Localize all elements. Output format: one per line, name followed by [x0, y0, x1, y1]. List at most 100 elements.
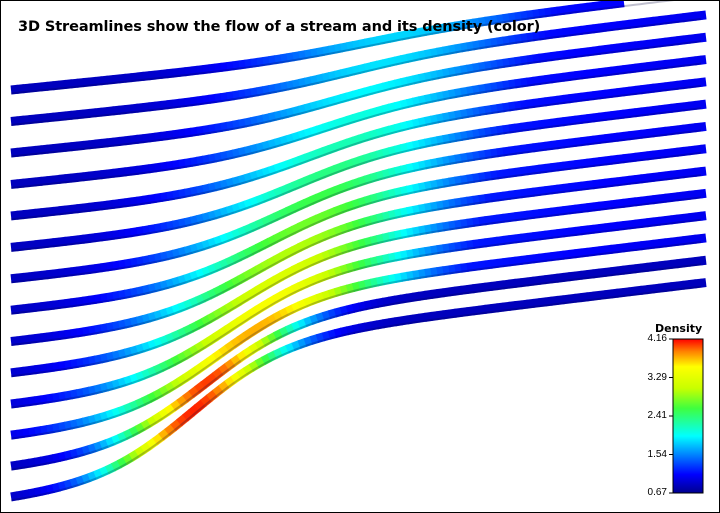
streamline-segment [424, 115, 433, 126]
streamline-segment [520, 55, 529, 66]
streamline-segment [34, 113, 43, 124]
streamline-segment [478, 238, 487, 249]
streamline-segment [369, 193, 380, 204]
streamline-segment [640, 39, 649, 50]
streamline-segment [454, 175, 463, 186]
streamline-segment [676, 80, 685, 90]
streamline-segment [46, 331, 55, 342]
streamline-segment [532, 98, 541, 108]
streamline-segment [369, 235, 380, 246]
streamline-segment [700, 166, 707, 177]
streamline-segment [164, 381, 177, 394]
streamline-segment [345, 179, 356, 191]
streamline-shade [10, 18, 702, 126]
streamline-segment [628, 152, 637, 163]
streamline-segment [502, 146, 511, 157]
streamline-segment [141, 341, 152, 353]
streamline-segment [321, 209, 332, 221]
streamline-segment [262, 113, 271, 124]
streamline-segment [652, 149, 661, 160]
streamline-segment [436, 288, 445, 299]
streamline-segment [272, 231, 285, 244]
streamline-segment [267, 164, 278, 176]
streamline-segment [194, 398, 207, 412]
streamline-segment [357, 280, 368, 291]
streamline-segment [22, 334, 31, 345]
streamline-segment [370, 277, 379, 288]
streamline-segment [412, 248, 421, 259]
streamline-segment [231, 228, 242, 240]
streamline-segment [496, 125, 505, 136]
streamline-segment [194, 361, 207, 374]
streamline-segment [189, 296, 200, 308]
streamline-segment [16, 335, 25, 346]
streamline-segment [136, 285, 145, 297]
streamline-segment [82, 202, 91, 213]
streamline-segment [568, 160, 577, 170]
streamline-segment [224, 375, 237, 389]
streamline-segment [640, 195, 649, 206]
streamline-segment [106, 230, 115, 241]
streamline-segment [442, 265, 451, 276]
streamline [10, 32, 707, 158]
streamline-segment [206, 311, 219, 324]
streamline-segment [16, 272, 25, 283]
streamline-segment [652, 194, 661, 205]
streamline-segment [357, 217, 368, 229]
streamline-segment [562, 227, 571, 238]
streamline-shade [10, 196, 702, 378]
streamline-segment [412, 226, 421, 237]
streamline-segment [159, 251, 170, 262]
streamline-segment [496, 280, 505, 291]
streamline-segment [242, 269, 255, 281]
streamline-segment [231, 175, 242, 187]
streamline-segment [664, 14, 673, 25]
streamline-segment [190, 65, 199, 76]
streamline-segment [442, 221, 451, 232]
streamline-segment [376, 297, 385, 308]
streamline-segment [399, 76, 410, 88]
streamline-segment [424, 180, 433, 191]
streamline-segment [22, 489, 31, 500]
streamline-segment [472, 62, 481, 73]
streamline-segment [574, 3, 583, 14]
streamline-segment [466, 41, 475, 52]
streamline-segment [226, 149, 235, 160]
streamline-segment [376, 319, 385, 330]
streamline-segment [124, 166, 133, 177]
streamline-segment [580, 247, 589, 258]
streamline-segment [236, 332, 249, 345]
streamline-segment [177, 326, 188, 339]
streamline-segment [351, 64, 362, 76]
streamline-segment [16, 147, 25, 157]
streamline-segment [610, 88, 619, 98]
streamline-segment [46, 81, 55, 91]
streamline-segment [333, 306, 344, 318]
streamline-segment [297, 338, 308, 349]
streamline-segment [28, 271, 37, 282]
streamline-segment [304, 76, 313, 87]
streamline-segment [556, 5, 565, 16]
streamline-segment [682, 280, 691, 290]
streamline-segment [64, 236, 73, 246]
streamline-segment [472, 216, 481, 227]
streamline-segment [369, 60, 380, 72]
streamline-segment [16, 115, 25, 126]
streamline-segment [406, 227, 415, 238]
streamline-segment [538, 252, 547, 263]
streamline-segment [166, 130, 175, 141]
streamline-segment [369, 84, 380, 95]
streamline-segment [160, 161, 169, 172]
streamline-segment [628, 219, 637, 230]
streamline-segment [158, 428, 171, 441]
streamline-segment [574, 270, 583, 281]
streamline-segment [622, 198, 631, 208]
streamline-segment [130, 257, 139, 268]
streamline-segment [544, 229, 553, 240]
streamline-segment [568, 249, 577, 259]
streamline-segment [243, 172, 254, 184]
streamline-segment [141, 284, 152, 295]
streamline-segment [154, 131, 163, 142]
streamline-segment [622, 131, 631, 141]
streamline-segment [200, 376, 213, 389]
